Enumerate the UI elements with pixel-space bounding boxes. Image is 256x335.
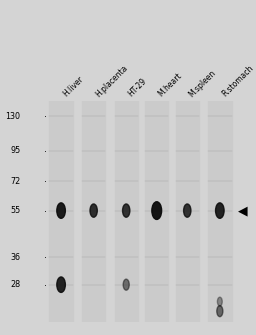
Ellipse shape — [123, 279, 129, 290]
Bar — [82, 100, 105, 322]
Ellipse shape — [184, 204, 191, 217]
Text: ◀: ◀ — [238, 204, 247, 217]
Text: H.liver: H.liver — [61, 75, 85, 99]
Text: 36: 36 — [10, 253, 20, 262]
Text: M.heart: M.heart — [157, 71, 184, 99]
Text: M.spleen: M.spleen — [187, 68, 218, 99]
Ellipse shape — [152, 202, 162, 219]
Bar — [49, 100, 73, 322]
Text: 130: 130 — [5, 112, 20, 121]
Text: 95: 95 — [10, 146, 20, 155]
Bar — [176, 100, 199, 322]
Text: 28: 28 — [10, 280, 20, 289]
Ellipse shape — [90, 204, 97, 217]
Text: 72: 72 — [10, 177, 20, 186]
Bar — [145, 100, 168, 322]
Ellipse shape — [217, 306, 223, 317]
Text: HT-29: HT-29 — [126, 77, 148, 99]
Text: 55: 55 — [10, 206, 20, 215]
Text: R.stomach: R.stomach — [220, 64, 255, 99]
Ellipse shape — [57, 203, 65, 218]
Ellipse shape — [216, 203, 224, 218]
Bar — [208, 100, 231, 322]
Ellipse shape — [123, 204, 130, 217]
Ellipse shape — [217, 297, 222, 306]
Bar — [114, 100, 138, 322]
Ellipse shape — [57, 277, 65, 292]
Text: H.placenta: H.placenta — [94, 63, 129, 99]
